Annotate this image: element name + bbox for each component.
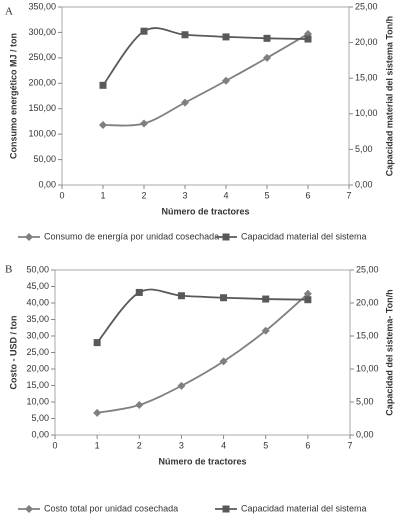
square-marker (222, 33, 230, 41)
y-tick-label: 40,00 (26, 297, 49, 307)
y-tick-label: 15,00 (26, 380, 49, 390)
square-marker (177, 292, 185, 300)
y-tick-label: 100,00 (28, 129, 56, 139)
legend-marker (222, 233, 230, 241)
legend-label: Costo total por unidad cosechada (44, 503, 178, 513)
y-tick-label: 35,00 (26, 314, 49, 324)
y2-tick-label: 0,00 (356, 429, 374, 439)
y2-tick-label: 5,00 (355, 144, 373, 154)
y2-tick-label: 0,00 (355, 179, 373, 189)
y-tick-label: 20,00 (26, 363, 49, 373)
x-tick-label: 7 (346, 190, 351, 200)
x-tick-label: 3 (179, 440, 184, 450)
diamond-marker (263, 53, 271, 62)
y-tick-label: 350,00 (28, 1, 56, 11)
diamond-marker (135, 400, 144, 409)
x-tick-label: 1 (95, 440, 100, 450)
y-tick-label: 0,00 (38, 179, 56, 189)
square-marker (140, 27, 148, 35)
x-tick-label: 7 (347, 440, 352, 450)
legend-marker (222, 505, 230, 513)
y-tick-label: 45,00 (26, 281, 49, 291)
y2-axis-label: Capacidad material del sistema Ton/h (384, 16, 394, 176)
x-tick-label: 6 (305, 440, 310, 450)
panel-label: B (5, 264, 12, 276)
x-axis-label: Número de tractores (161, 206, 249, 216)
square-marker (220, 294, 228, 302)
y-axis-label: Consumo energético MJ / ton (8, 33, 18, 159)
y2-tick-label: 25,00 (355, 1, 378, 11)
legend-label: Consumo de energía por unidad cosechada (44, 231, 219, 241)
diamond-marker (99, 120, 107, 129)
y-axis-label: Costo - USD / ton (8, 316, 18, 390)
square-marker (263, 34, 271, 42)
x-axis-label: Número de tractores (158, 456, 246, 466)
series-line (96, 288, 308, 344)
x-tick-label: 6 (305, 190, 310, 200)
y-tick-label: 150,00 (28, 103, 56, 113)
panel-label: A (5, 6, 13, 18)
x-tick-label: 5 (264, 190, 269, 200)
x-tick-label: 3 (182, 190, 187, 200)
square-marker (262, 295, 270, 303)
diamond-marker (177, 381, 186, 390)
y2-tick-label: 25,00 (356, 264, 379, 274)
y2-tick-label: 20,00 (355, 37, 378, 47)
diamond-marker (140, 119, 148, 128)
diamond-marker (93, 408, 102, 417)
square-marker (99, 81, 107, 89)
square-marker (304, 35, 312, 43)
series-line (102, 33, 309, 127)
diamond-marker (261, 326, 270, 335)
y-tick-label: 5,00 (31, 413, 49, 423)
series-line (96, 293, 309, 414)
diamond-marker (303, 289, 312, 298)
square-marker (93, 339, 101, 347)
legend-label: Capacidad material del sistema (241, 503, 367, 513)
legend-marker (25, 233, 33, 241)
y-tick-label: 25,00 (26, 347, 49, 357)
y2-tick-label: 15,00 (355, 73, 378, 83)
legend-label: Capacidad material del sistema (241, 231, 367, 241)
y-tick-label: 250,00 (28, 52, 56, 62)
y-tick-label: 10,00 (26, 396, 49, 406)
y2-axis-label: Capacidad del sistema- Ton/h (384, 289, 394, 415)
y-tick-label: 0,00 (31, 429, 49, 439)
y2-tick-label: 15,00 (356, 330, 379, 340)
x-tick-label: 2 (137, 440, 142, 450)
legend-marker (25, 505, 33, 513)
diamond-marker (181, 98, 189, 107)
x-tick-label: 1 (100, 190, 105, 200)
y2-tick-label: 10,00 (356, 363, 379, 373)
y-tick-label: 300,00 (28, 27, 56, 37)
y2-tick-label: 10,00 (355, 108, 378, 118)
x-tick-label: 4 (223, 190, 228, 200)
y2-tick-label: 5,00 (356, 396, 374, 406)
x-tick-label: 4 (221, 440, 226, 450)
y-tick-label: 50,00 (33, 154, 56, 164)
diamond-marker (219, 357, 228, 366)
x-tick-label: 2 (141, 190, 146, 200)
y2-tick-label: 20,00 (356, 297, 379, 307)
y-tick-label: 50,00 (26, 264, 49, 274)
square-marker (135, 288, 143, 296)
diamond-marker (222, 76, 230, 85)
y-tick-label: 200,00 (28, 78, 56, 88)
plot-area (61, 6, 350, 186)
x-tick-label: 5 (263, 440, 268, 450)
square-marker (181, 31, 189, 39)
x-tick-label: 0 (59, 190, 64, 200)
x-tick-label: 0 (52, 440, 57, 450)
square-marker (304, 296, 312, 304)
y-tick-label: 30,00 (26, 330, 49, 340)
series-line (102, 27, 309, 86)
